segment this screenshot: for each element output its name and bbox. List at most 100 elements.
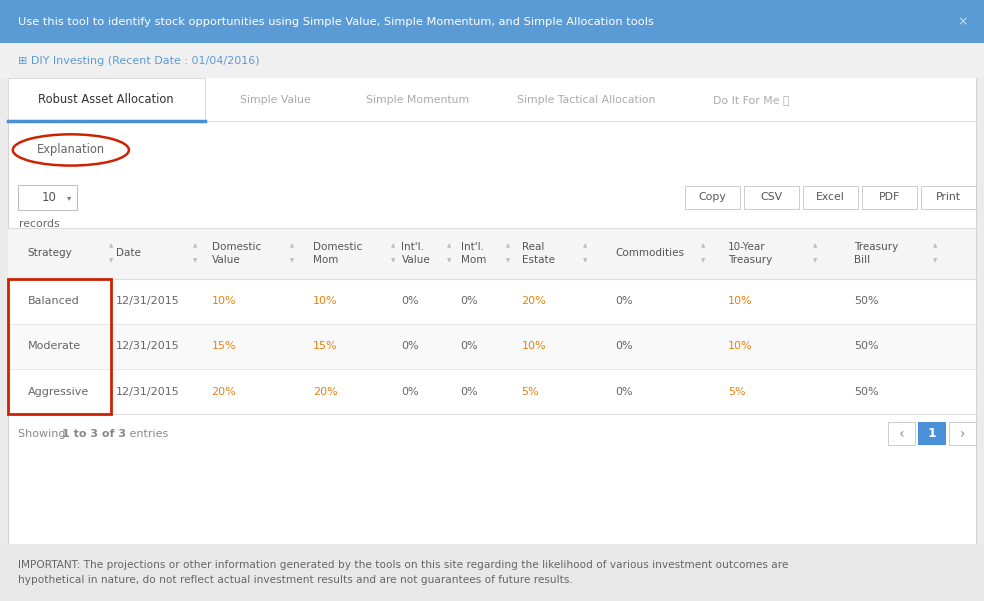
Text: ⊞ DIY Investing (Recent Date : 01/04/2016): ⊞ DIY Investing (Recent Date : 01/04/201…: [18, 56, 260, 66]
Text: Simple Tactical Allocation: Simple Tactical Allocation: [517, 95, 655, 105]
Text: ▲: ▲: [109, 243, 113, 248]
Text: ▼: ▼: [813, 258, 817, 263]
Text: 10%: 10%: [212, 296, 236, 307]
Text: ×: ×: [957, 15, 967, 28]
Text: Copy: Copy: [699, 192, 726, 202]
Text: Simple Momentum: Simple Momentum: [366, 95, 468, 105]
Text: Strategy: Strategy: [28, 248, 72, 258]
Text: ▼: ▼: [702, 258, 706, 263]
Text: ▲: ▲: [193, 243, 197, 248]
Text: Showing: Showing: [18, 429, 69, 439]
FancyBboxPatch shape: [8, 369, 976, 414]
Text: 10%: 10%: [728, 296, 753, 307]
Text: 0%: 0%: [615, 341, 633, 352]
Text: Explanation: Explanation: [36, 144, 105, 156]
Text: Real
Estate: Real Estate: [522, 242, 555, 264]
FancyBboxPatch shape: [8, 324, 976, 369]
Text: 20%: 20%: [313, 386, 338, 397]
Text: Domestic
Value: Domestic Value: [212, 242, 261, 264]
Text: Robust Asset Allocation: Robust Asset Allocation: [38, 93, 174, 106]
Text: records: records: [19, 219, 59, 229]
Text: 10: 10: [41, 191, 57, 204]
Text: 12/31/2015: 12/31/2015: [116, 341, 180, 352]
Text: 15%: 15%: [313, 341, 338, 352]
FancyBboxPatch shape: [862, 186, 917, 209]
Text: 0%: 0%: [615, 296, 633, 307]
Text: 5%: 5%: [728, 386, 746, 397]
Text: ▼: ▼: [584, 258, 587, 263]
Text: Use this tool to identify stock opportunities using Simple Value, Simple Momentu: Use this tool to identify stock opportun…: [18, 17, 653, 26]
Text: Moderate: Moderate: [28, 341, 81, 352]
FancyBboxPatch shape: [0, 544, 984, 601]
Text: Balanced: Balanced: [28, 296, 80, 307]
Text: Domestic
Mom: Domestic Mom: [313, 242, 362, 264]
Text: ‹: ‹: [898, 427, 904, 441]
Text: Commodities: Commodities: [615, 248, 684, 258]
FancyBboxPatch shape: [0, 0, 984, 43]
Text: Int'l.
Value: Int'l. Value: [401, 242, 430, 264]
Text: 0%: 0%: [615, 386, 633, 397]
Text: 12/31/2015: 12/31/2015: [116, 386, 180, 397]
Text: Treasury
Bill: Treasury Bill: [854, 242, 898, 264]
Text: 50%: 50%: [854, 296, 879, 307]
Text: 0%: 0%: [461, 386, 478, 397]
Text: ▼: ▼: [933, 258, 937, 263]
FancyBboxPatch shape: [921, 186, 976, 209]
Text: 10-Year
Treasury: 10-Year Treasury: [728, 242, 772, 264]
Text: 5%: 5%: [522, 386, 539, 397]
FancyBboxPatch shape: [0, 43, 984, 78]
Text: ▲: ▲: [813, 243, 817, 248]
Text: ▲: ▲: [702, 243, 706, 248]
Text: ▼: ▼: [447, 258, 451, 263]
FancyBboxPatch shape: [803, 186, 858, 209]
Text: ▲: ▲: [447, 243, 451, 248]
Text: entries: entries: [126, 429, 168, 439]
Text: 50%: 50%: [854, 341, 879, 352]
Text: PDF: PDF: [879, 192, 900, 202]
FancyBboxPatch shape: [744, 186, 799, 209]
Text: 0%: 0%: [461, 296, 478, 307]
FancyBboxPatch shape: [8, 78, 976, 544]
Text: ▲: ▲: [290, 243, 294, 248]
Text: ›: ›: [959, 427, 965, 441]
Text: 20%: 20%: [522, 296, 546, 307]
FancyBboxPatch shape: [888, 422, 915, 445]
Text: 0%: 0%: [401, 386, 419, 397]
FancyBboxPatch shape: [8, 78, 205, 121]
Text: ▲: ▲: [933, 243, 937, 248]
Text: 50%: 50%: [854, 386, 879, 397]
FancyBboxPatch shape: [8, 228, 976, 279]
Text: Excel: Excel: [816, 192, 845, 202]
Text: Aggressive: Aggressive: [28, 386, 89, 397]
Text: 12/31/2015: 12/31/2015: [116, 296, 180, 307]
Text: 10%: 10%: [313, 296, 338, 307]
Text: ▲: ▲: [584, 243, 587, 248]
Text: 1: 1: [928, 427, 936, 440]
Text: 1 to 3 of 3: 1 to 3 of 3: [62, 429, 126, 439]
Text: ▼: ▼: [193, 258, 197, 263]
FancyBboxPatch shape: [949, 422, 976, 445]
Text: 10%: 10%: [522, 341, 546, 352]
Text: 20%: 20%: [212, 386, 236, 397]
Text: ▲: ▲: [392, 243, 396, 248]
Text: Simple Value: Simple Value: [240, 95, 311, 105]
Text: Date: Date: [116, 248, 141, 258]
Text: ▼: ▼: [109, 258, 113, 263]
Text: ▼: ▼: [392, 258, 396, 263]
Text: 15%: 15%: [212, 341, 236, 352]
Text: 0%: 0%: [401, 296, 419, 307]
Text: ▼: ▼: [506, 258, 510, 263]
FancyBboxPatch shape: [8, 78, 976, 121]
Text: Do It For Me ⓘ: Do It For Me ⓘ: [712, 95, 789, 105]
Text: CSV: CSV: [761, 192, 782, 202]
FancyBboxPatch shape: [8, 279, 976, 324]
FancyBboxPatch shape: [18, 185, 77, 210]
Text: ▼: ▼: [290, 258, 294, 263]
Text: IMPORTANT: The projections or other information generated by the tools on this s: IMPORTANT: The projections or other info…: [18, 560, 788, 585]
Text: Print: Print: [936, 192, 961, 202]
FancyBboxPatch shape: [918, 422, 946, 445]
Text: 0%: 0%: [461, 341, 478, 352]
Text: Int'l.
Mom: Int'l. Mom: [461, 242, 486, 264]
Text: ▾: ▾: [67, 194, 71, 203]
Text: 0%: 0%: [401, 341, 419, 352]
